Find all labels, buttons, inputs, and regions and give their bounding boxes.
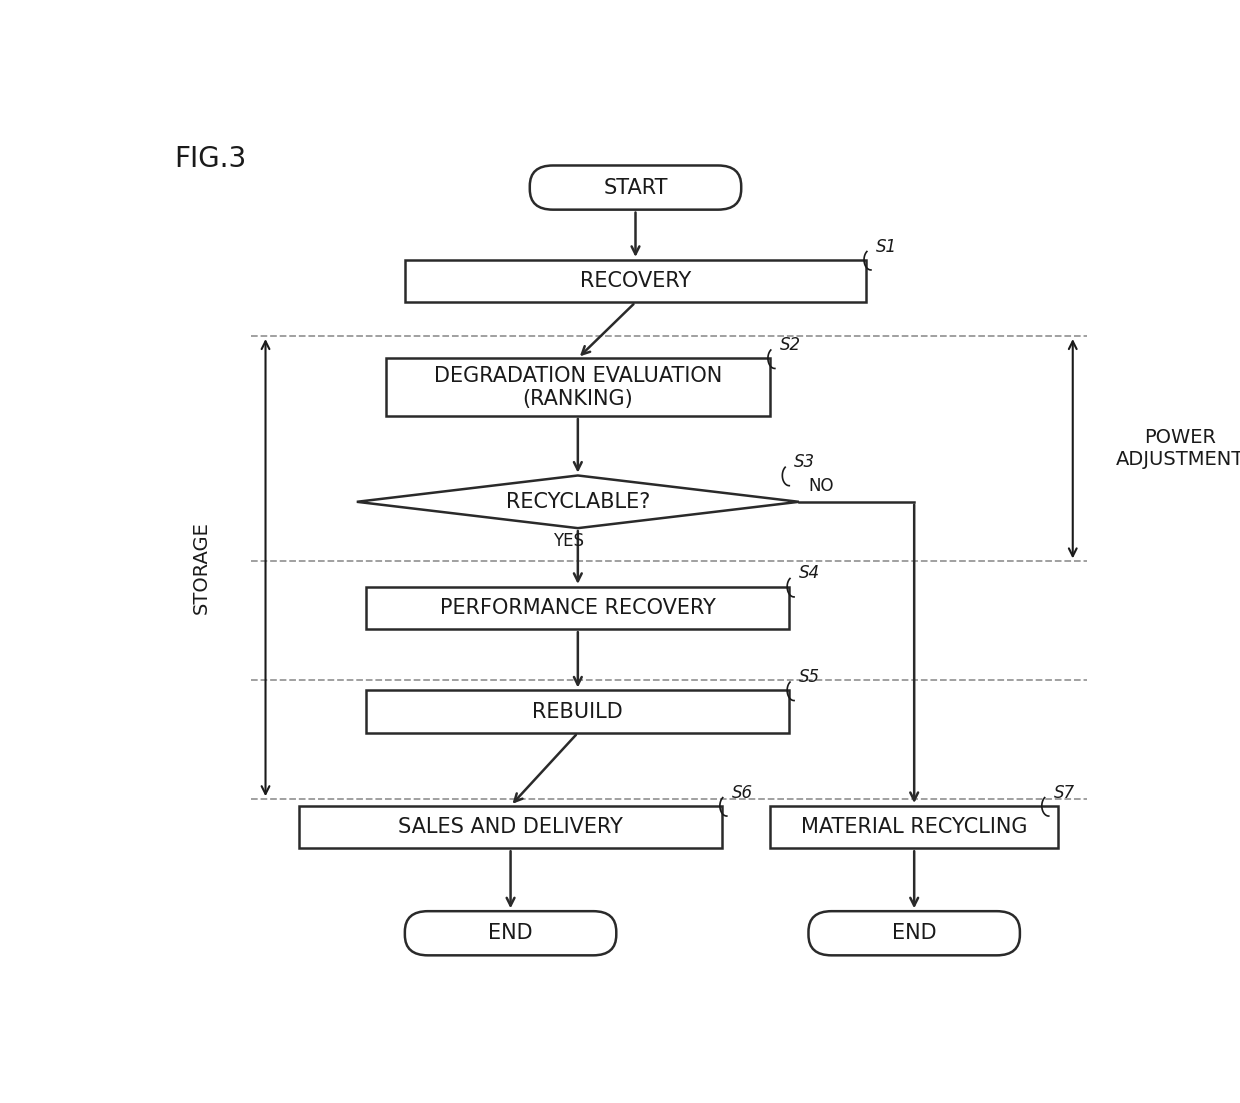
Text: YES: YES bbox=[553, 533, 584, 550]
Text: NO: NO bbox=[808, 476, 835, 495]
Text: REBUILD: REBUILD bbox=[532, 702, 624, 721]
Bar bbox=[404, 260, 866, 302]
Text: S1: S1 bbox=[875, 237, 897, 256]
Bar bbox=[367, 690, 789, 732]
Bar bbox=[367, 587, 789, 629]
Text: STORAGE: STORAGE bbox=[192, 521, 211, 613]
Text: RECOVERY: RECOVERY bbox=[580, 271, 691, 291]
FancyBboxPatch shape bbox=[808, 911, 1019, 955]
FancyBboxPatch shape bbox=[529, 165, 742, 210]
Bar bbox=[386, 358, 770, 416]
Text: END: END bbox=[489, 923, 533, 943]
Text: START: START bbox=[603, 178, 668, 197]
Bar bbox=[299, 806, 722, 848]
Text: POWER
ADJUSTMENT: POWER ADJUSTMENT bbox=[1116, 428, 1240, 469]
Text: S2: S2 bbox=[780, 336, 801, 354]
Text: PERFORMANCE RECOVERY: PERFORMANCE RECOVERY bbox=[440, 598, 715, 618]
Text: DEGRADATION EVALUATION
(RANKING): DEGRADATION EVALUATION (RANKING) bbox=[434, 365, 722, 409]
Text: FIG.3: FIG.3 bbox=[174, 146, 247, 173]
Text: RECYCLABLE?: RECYCLABLE? bbox=[506, 492, 650, 512]
FancyBboxPatch shape bbox=[404, 911, 616, 955]
Text: S5: S5 bbox=[799, 668, 820, 686]
Polygon shape bbox=[357, 475, 799, 528]
Text: S4: S4 bbox=[799, 565, 820, 582]
Text: SALES AND DELIVERY: SALES AND DELIVERY bbox=[398, 817, 622, 837]
Text: S3: S3 bbox=[794, 453, 815, 471]
Text: S6: S6 bbox=[732, 783, 753, 802]
Text: MATERIAL RECYCLING: MATERIAL RECYCLING bbox=[801, 817, 1028, 837]
Text: END: END bbox=[892, 923, 936, 943]
Text: S7: S7 bbox=[1054, 783, 1075, 802]
Bar bbox=[770, 806, 1058, 848]
